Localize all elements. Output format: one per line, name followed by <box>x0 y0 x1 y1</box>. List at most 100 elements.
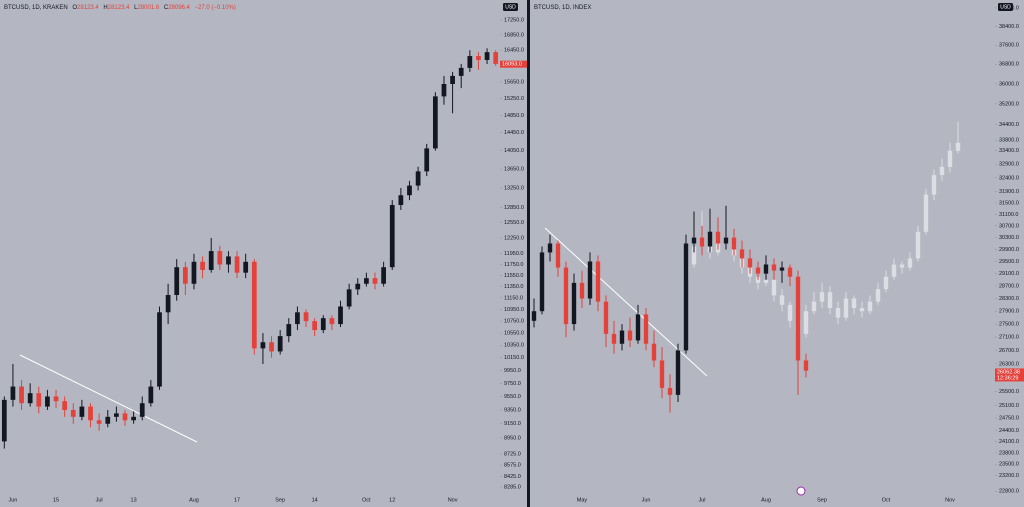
candle-body <box>899 264 905 268</box>
candle-body <box>96 420 102 424</box>
candle-body <box>364 278 369 284</box>
y-tick-label: 10350.0 <box>504 343 524 349</box>
x-tick-label: 15 <box>53 497 59 503</box>
x-tick-label: 17 <box>234 497 240 503</box>
y-tick-label: 11350.0 <box>504 284 523 290</box>
candle-body <box>62 401 68 410</box>
y-tick-label: 26300.0 <box>999 361 1019 367</box>
y-tick-label: 13250.0 <box>504 185 524 191</box>
y-tick-label: 12850.0 <box>504 205 524 211</box>
legend-value: 28001.6 <box>137 5 159 11</box>
candle-body <box>36 393 42 407</box>
candle-body <box>795 276 801 361</box>
symbol: BTCUSD, 1D, INDEX <box>534 5 591 11</box>
candle-body <box>635 314 641 341</box>
y-tick-label: 34400.0 <box>999 122 1019 128</box>
y-tick-label: 11750.0 <box>504 262 523 268</box>
y-tick-label: 30700.0 <box>999 223 1019 229</box>
candle-body <box>779 267 785 271</box>
y-tick-label: 26700.0 <box>999 348 1019 354</box>
candle-body <box>432 96 438 149</box>
y-tick-label: 14050.0 <box>504 148 524 154</box>
change: −27.0 (−0.10%) <box>195 5 236 11</box>
candle-body <box>217 251 223 265</box>
y-tick-label: 11950.0 <box>504 251 523 257</box>
candle-body <box>787 304 793 321</box>
candle-body <box>295 312 300 325</box>
candle-body <box>131 416 136 421</box>
y-tick-label: 24400.0 <box>999 428 1019 434</box>
y-tick-label: 29100.0 <box>999 271 1019 277</box>
y-tick-label: 16850.0 <box>504 32 524 38</box>
candle-body <box>547 243 553 253</box>
event-icon[interactable] <box>796 486 806 496</box>
symbol: BTCUSD, 1D, KRAKEN <box>4 5 68 11</box>
legend-label: C <box>164 5 169 11</box>
candle-body <box>539 252 545 312</box>
candle-body <box>148 386 154 404</box>
y-tick-label: 28300.0 <box>999 296 1019 302</box>
last-price-label: 26062.38 <box>997 369 1020 375</box>
candle-body <box>88 406 93 421</box>
candle-body <box>346 289 352 307</box>
candle-body <box>320 318 326 331</box>
candle-body <box>883 276 889 290</box>
legend-value: 28123.4 <box>108 5 130 11</box>
candle-body <box>595 261 601 302</box>
candle-body <box>939 166 945 176</box>
x-tick-label: Sep <box>817 497 827 503</box>
x-tick-label: Aug <box>761 497 771 503</box>
panel-divider <box>527 0 530 507</box>
candle-body <box>484 52 490 60</box>
currency: USD <box>505 5 516 11</box>
candle-body <box>651 343 657 361</box>
y-tick-label: 38400.0 <box>999 24 1019 30</box>
y-tick-label: 9950.0 <box>504 368 521 374</box>
candle-body <box>587 261 593 299</box>
candle-body <box>779 295 785 305</box>
candle-body <box>105 416 111 424</box>
x-tick-label: Oct <box>362 497 371 503</box>
candle-body <box>955 142 961 151</box>
candle-body <box>827 292 833 308</box>
y-tick-label: 29900.0 <box>999 247 1019 253</box>
candle-body <box>571 282 577 325</box>
x-tick-label: Jul <box>96 497 103 503</box>
y-tick-label: 9550.0 <box>504 394 521 400</box>
x-tick-label: Jun <box>642 497 651 503</box>
chart-header: BTCUSD, 1D, KRAKEN O28123.4 H28123.4 L28… <box>4 5 236 11</box>
legend-value: 28096.4 <box>168 5 190 11</box>
candle-body <box>139 403 145 417</box>
candle-body <box>947 150 953 167</box>
currency-box <box>503 3 518 11</box>
y-tick-label: 12250.0 <box>504 235 524 241</box>
candle-body <box>667 387 673 395</box>
candle-body <box>19 386 24 404</box>
candle-body <box>45 396 50 407</box>
candle-body <box>787 267 793 277</box>
candle-body <box>723 237 729 244</box>
candle-body <box>381 267 386 284</box>
y-tick-label: 11550.0 <box>504 273 523 279</box>
candle-body <box>851 298 857 308</box>
y-tick-label: 8575.0 <box>504 463 521 469</box>
candle-body <box>441 84 447 97</box>
y-tick-label: 10950.0 <box>504 307 524 313</box>
y-tick-label: 35200.0 <box>999 101 1019 107</box>
y-tick-label: 27100.0 <box>999 335 1019 341</box>
candle-body <box>415 171 421 186</box>
y-tick-label: 29500.0 <box>999 259 1019 265</box>
y-tick-label: 14450.0 <box>504 130 524 136</box>
legend-value: 28123.4 <box>77 5 99 11</box>
x-tick-label: Jun <box>8 497 17 503</box>
candle-body <box>771 264 777 271</box>
candle-body <box>355 283 361 290</box>
candle-body <box>182 267 188 284</box>
y-tick-label: 16450.0 <box>504 48 524 54</box>
candle-body <box>923 194 929 232</box>
candle-body <box>122 413 128 421</box>
candle-body <box>715 231 721 244</box>
candle-body <box>277 336 283 352</box>
y-tick-label: 8950.0 <box>504 435 521 441</box>
candle-body <box>739 249 745 259</box>
